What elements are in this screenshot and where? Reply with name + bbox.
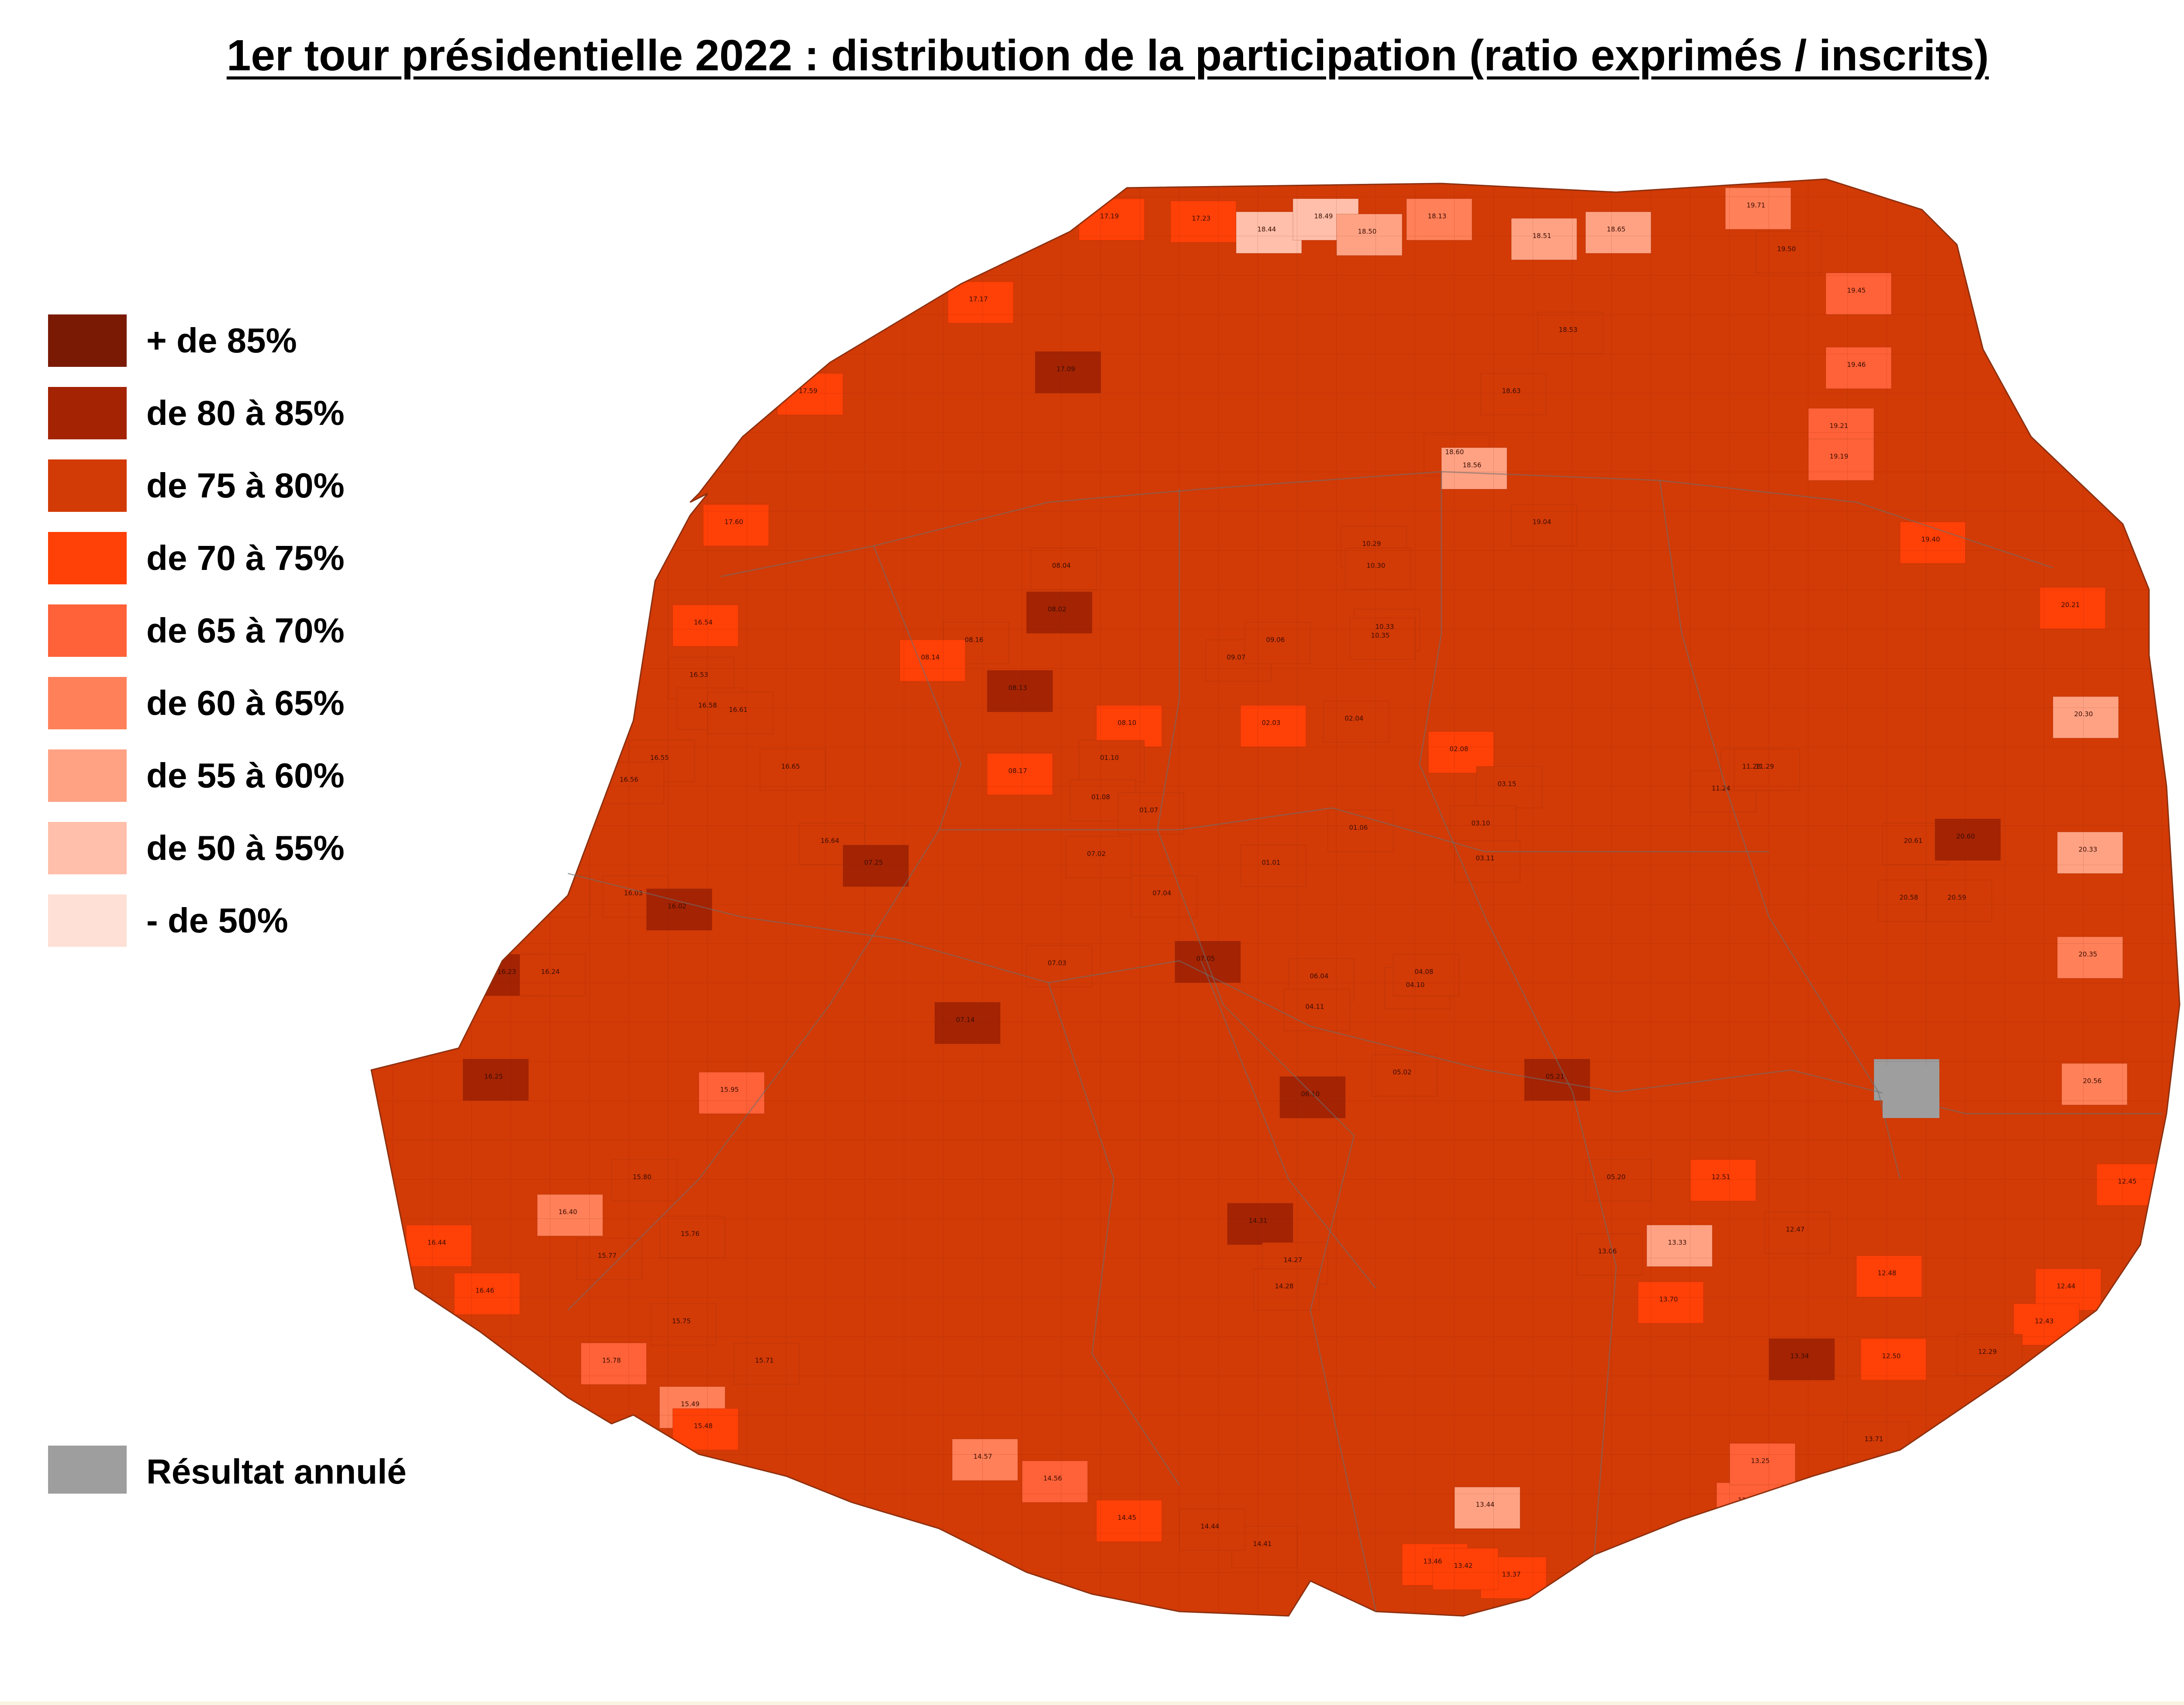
legend-label: de 70 à 75%	[146, 538, 345, 577]
legend-swatch	[48, 604, 127, 657]
legend-swatch	[48, 894, 127, 947]
legend-swatch	[48, 314, 127, 367]
legend-label-annulled: Résultat annulé	[146, 1452, 407, 1491]
legend-label: de 50 à 55%	[146, 828, 345, 867]
legend-swatch	[48, 387, 127, 439]
legend-label: de 60 à 65%	[146, 683, 345, 722]
map-title: 1er tour présidentielle 2022 : distribut…	[226, 31, 1989, 80]
paris-outline	[370, 178, 2181, 1617]
legend-label: - de 50%	[146, 901, 288, 940]
legend-swatch	[48, 749, 127, 802]
legend-label: de 75 à 80%	[146, 466, 345, 505]
map-area: 17.1917.2318.4418.4918.5018.1318.5118.65…	[371, 179, 2180, 1616]
legend-label: de 80 à 85%	[146, 393, 345, 432]
legend-swatch	[48, 677, 127, 729]
zone-label: 16.04	[546, 889, 564, 897]
bottom-divider	[0, 1702, 2184, 1705]
legend-label: de 55 à 60%	[146, 756, 345, 795]
annulled-zone	[1883, 1066, 1939, 1118]
legend-label: de 65 à 70%	[146, 611, 345, 650]
legend-label: + de 85%	[146, 321, 297, 360]
arrondissement-borders	[567, 471, 2162, 1612]
legend-swatch	[48, 822, 127, 874]
legend-swatch	[48, 459, 127, 512]
legend-swatch-annulled	[48, 1446, 127, 1494]
legend-swatch	[48, 532, 127, 584]
